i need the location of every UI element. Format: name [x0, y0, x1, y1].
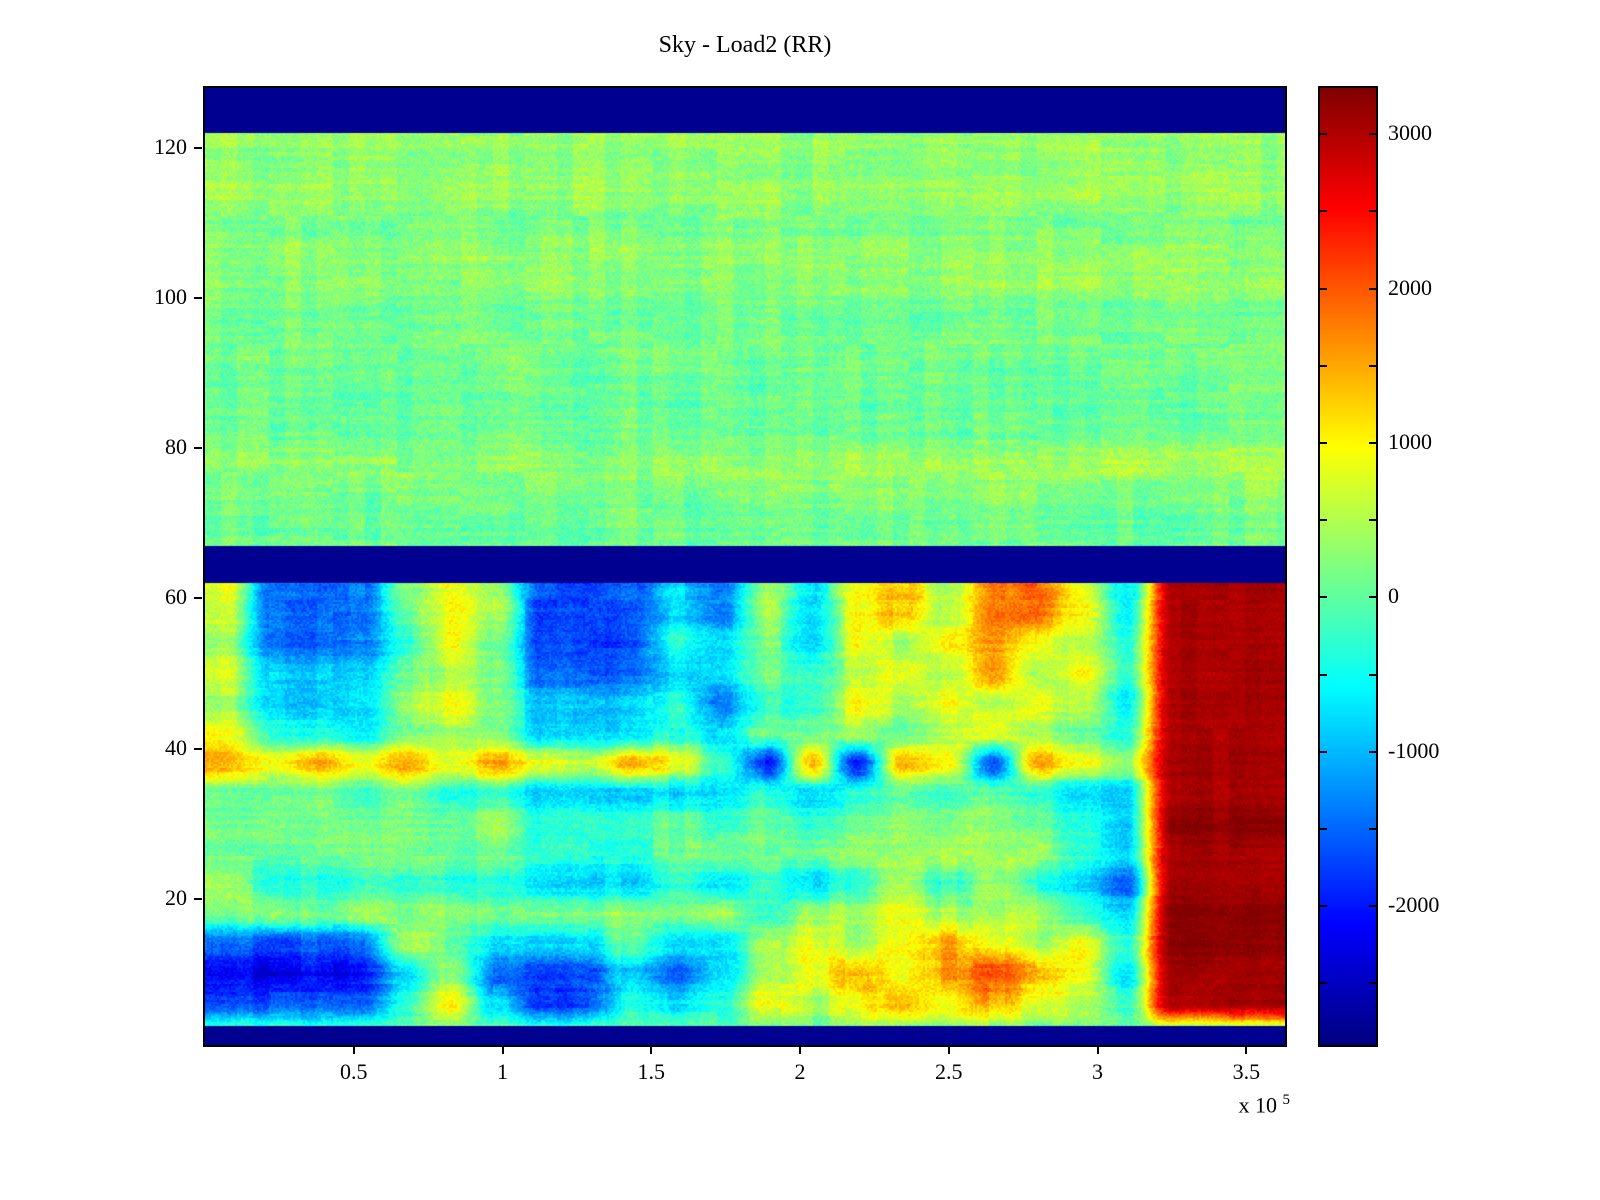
colorbar-tick-mark — [1320, 133, 1327, 136]
x-tick-mark — [947, 1047, 950, 1054]
y-tick-label: 20 — [165, 884, 187, 910]
colorbar-tick-mark — [1320, 442, 1327, 445]
y-tick-label: 100 — [154, 284, 187, 310]
colorbar-tick-label: -1000 — [1388, 737, 1440, 763]
colorbar-tick-mark — [1320, 210, 1327, 213]
colorbar-tick-mark — [1320, 673, 1327, 676]
colorbar-tick-mark — [1369, 519, 1376, 522]
colorbar-tick-mark — [1369, 287, 1376, 290]
colorbar-tick-mark — [1320, 519, 1327, 522]
colorbar-tick-mark — [1320, 364, 1327, 367]
y-tick-mark — [194, 897, 202, 900]
colorbar-tick-mark — [1369, 750, 1376, 753]
colorbar-tick-mark — [1369, 827, 1376, 830]
x-tick-label: 1 — [497, 1059, 509, 1084]
x-tick-mark — [501, 1047, 504, 1054]
y-tick-mark — [194, 297, 202, 300]
colorbar-tick-label: -2000 — [1388, 892, 1440, 918]
y-tick-mark — [194, 147, 202, 150]
x-tick-label: 0.5 — [340, 1059, 368, 1084]
colorbar-tick-mark — [1369, 905, 1376, 908]
plot-area — [203, 86, 1287, 1047]
colorbar-tick-mark — [1369, 133, 1376, 136]
x-exponent-prefix: x 10 — [1238, 1092, 1278, 1118]
chart-title: Sky - Load2 (RR) — [658, 32, 832, 58]
colorbar-tick-mark — [1320, 827, 1327, 830]
x-tick-label: 3 — [1092, 1059, 1104, 1084]
y-tick-label: 120 — [154, 134, 187, 160]
y-tick-label: 60 — [165, 584, 187, 610]
y-tick-label: 40 — [165, 734, 187, 760]
x-tick-mark — [799, 1047, 802, 1054]
heatmap-canvas — [205, 88, 1285, 1045]
x-exponent-value: 5 — [1282, 1092, 1291, 1108]
y-tick-mark — [194, 747, 202, 750]
x-tick-label: 2.5 — [935, 1059, 963, 1084]
x-tick-mark — [650, 1047, 653, 1054]
y-tick-label: 80 — [165, 434, 187, 460]
colorbar-tick-label: 1000 — [1388, 429, 1432, 455]
colorbar-tick-label: 3000 — [1388, 120, 1432, 146]
colorbar-tick-mark — [1320, 982, 1327, 985]
colorbar-tick-mark — [1320, 750, 1327, 753]
colorbar-tick-label: 2000 — [1388, 274, 1432, 300]
colorbar-tick-mark — [1320, 905, 1327, 908]
x-tick-label: 3.5 — [1232, 1059, 1261, 1084]
x-tick-mark — [352, 1047, 355, 1054]
x-axis-exponent: x 10 5 — [1150, 1092, 1291, 1118]
colorbar-tick-label: 0 — [1388, 583, 1399, 609]
colorbar-tick-mark — [1369, 596, 1376, 599]
colorbar-tick-mark — [1369, 982, 1376, 985]
x-tick-label: 2 — [794, 1059, 806, 1084]
y-tick-mark — [194, 597, 202, 600]
colorbar — [1318, 86, 1378, 1047]
x-tick-label: 1.5 — [637, 1059, 666, 1084]
colorbar-tick-mark — [1369, 673, 1376, 676]
y-tick-mark — [194, 447, 202, 450]
x-tick-mark — [1096, 1047, 1099, 1054]
colorbar-tick-mark — [1369, 442, 1376, 445]
colorbar-tick-mark — [1320, 596, 1327, 599]
colorbar-tick-mark — [1369, 210, 1376, 213]
colorbar-tick-mark — [1320, 287, 1327, 290]
colorbar-tick-mark — [1369, 364, 1376, 367]
x-tick-mark — [1245, 1047, 1248, 1054]
colorbar-canvas — [1320, 88, 1376, 1045]
